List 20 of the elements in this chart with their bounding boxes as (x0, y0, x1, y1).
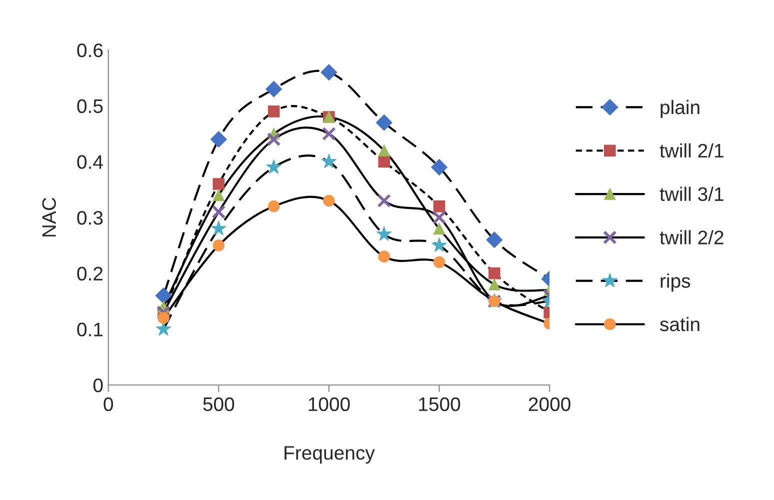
legend-label: rips (660, 274, 690, 292)
y-axis-title: NAC (42, 198, 56, 236)
legend-label: satin (660, 316, 700, 332)
legend-label: twill 2/2 (660, 230, 724, 244)
y-tick-label: 0.4 (77, 155, 103, 169)
y-tick-label: 0 (93, 378, 103, 392)
x-tick-label: 1500 (419, 397, 460, 412)
legend-label: twill 3/1 (660, 186, 724, 202)
legend-label: twill 2/1 (660, 143, 724, 158)
x-axis-title: Frequency (284, 446, 375, 464)
legend-label: plain (660, 100, 700, 118)
x-tick-label: 1000 (308, 397, 350, 412)
y-tick-label: 0.6 (77, 43, 103, 58)
y-tick-label: 0.3 (77, 210, 103, 225)
x-tick-label: 500 (203, 397, 234, 412)
x-tick-label: 2000 (528, 397, 570, 412)
x-tick-label: 0 (104, 397, 114, 412)
y-tick-label: 0.5 (77, 99, 103, 114)
y-tick-label: 0.2 (77, 266, 103, 281)
y-tick-label: 0.1 (77, 322, 103, 336)
